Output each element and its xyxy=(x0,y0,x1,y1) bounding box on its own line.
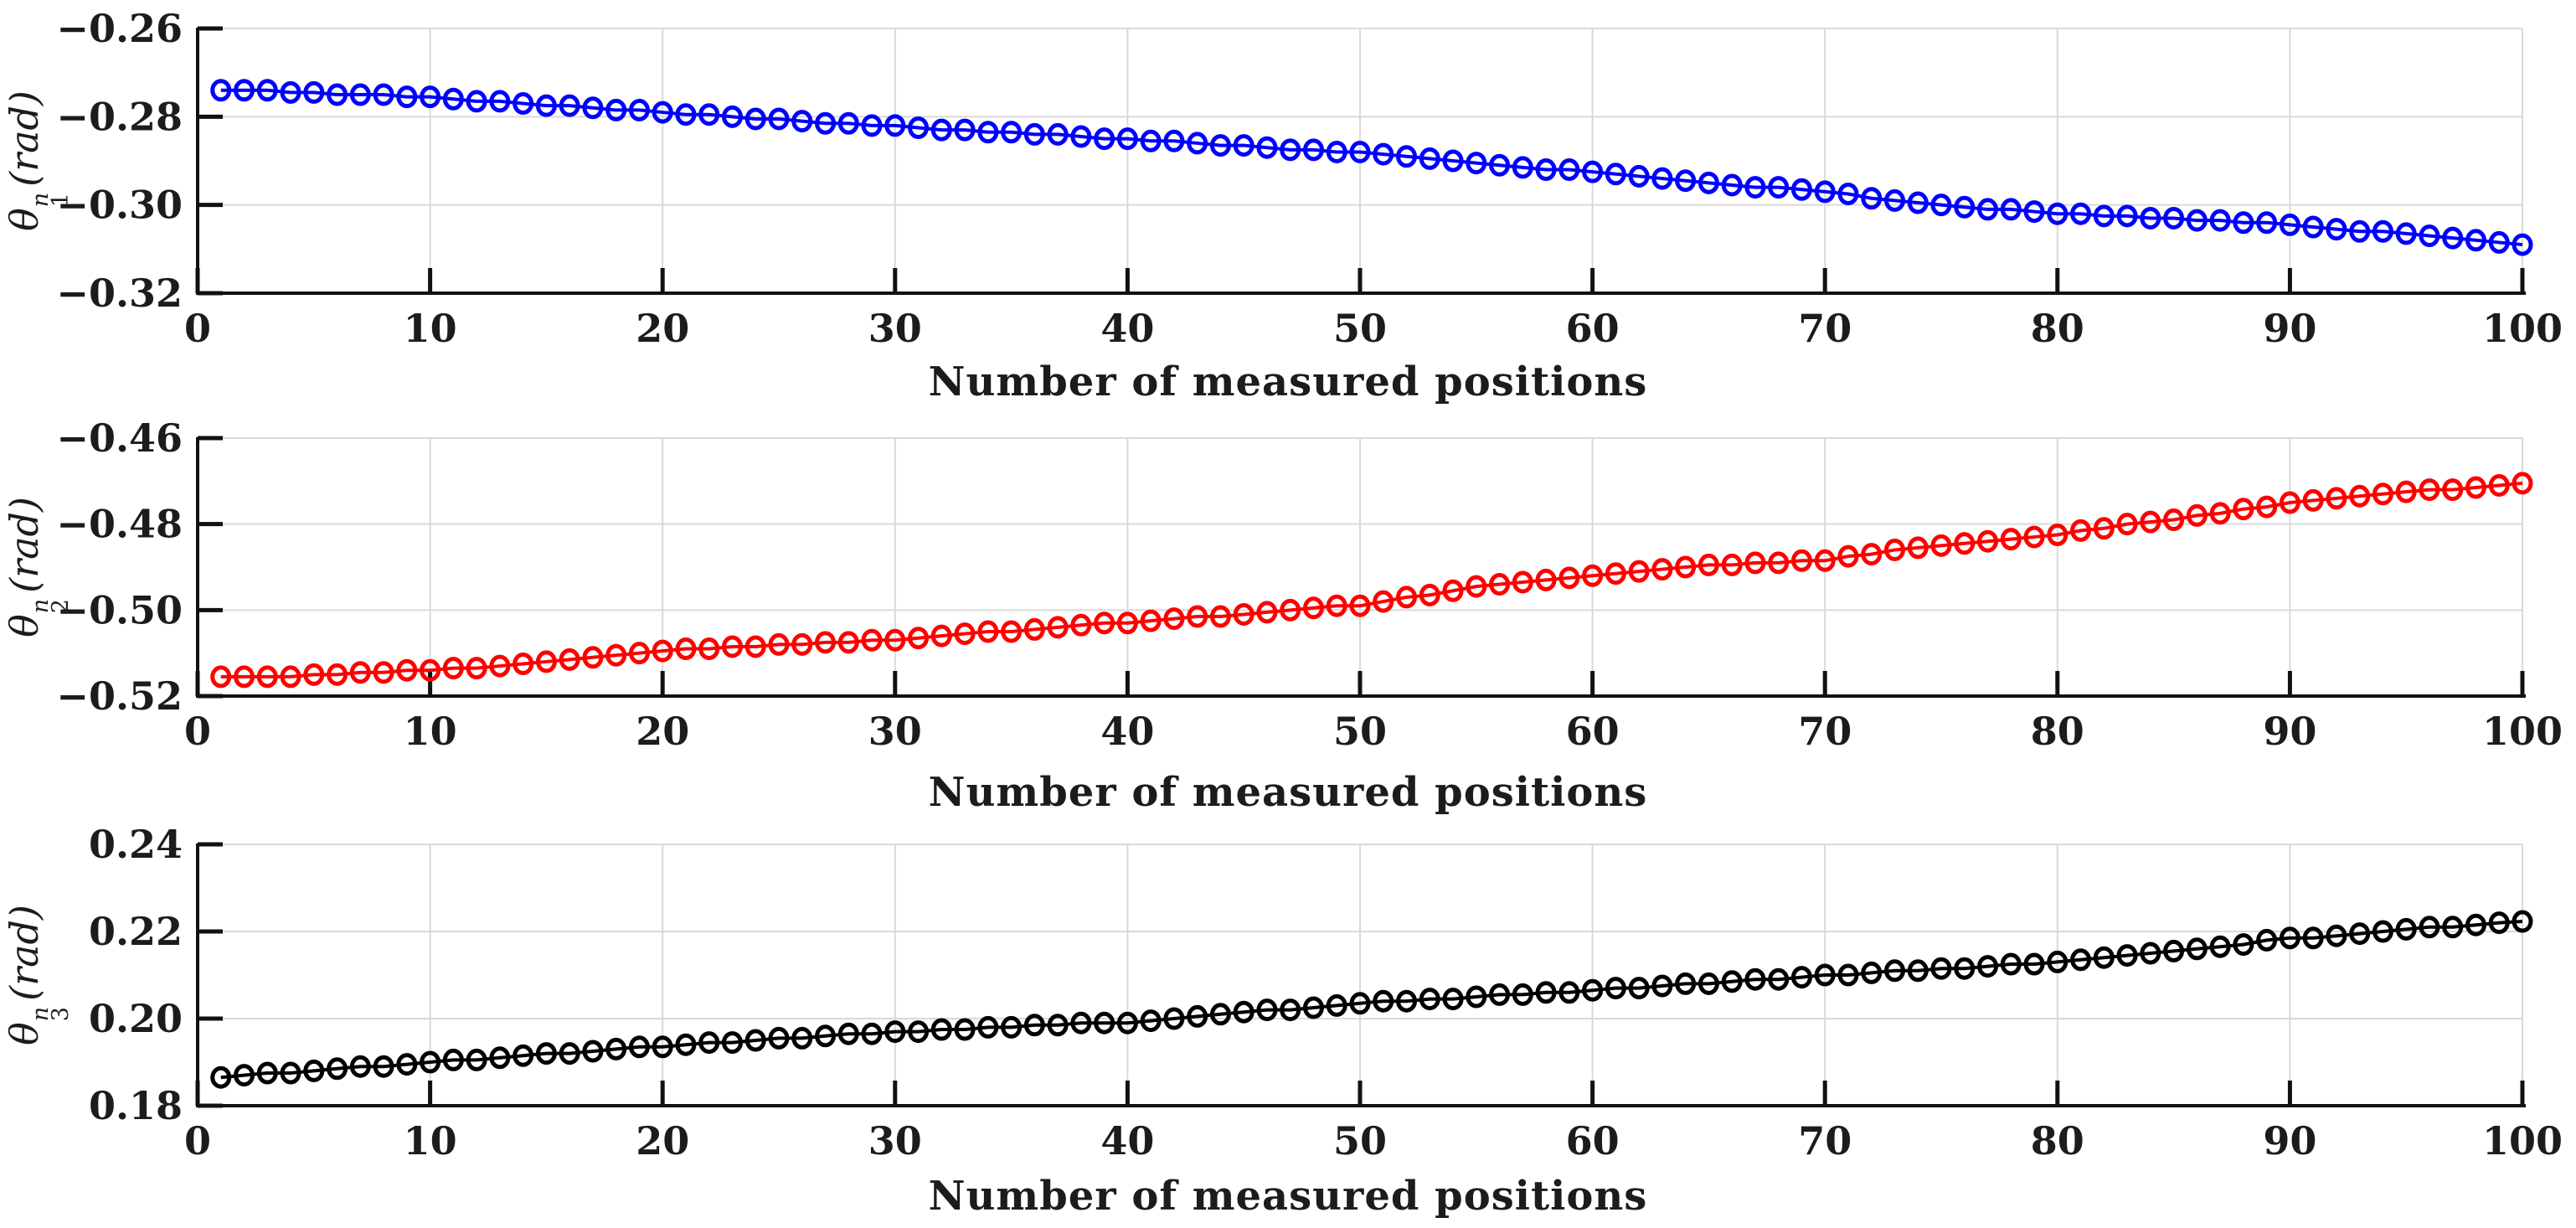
y-axis-label-theta1: θ n 1 (rad) xyxy=(2,90,75,231)
x-tick-label: 50 xyxy=(1333,1118,1387,1164)
x-tick-label: 40 xyxy=(1100,709,1154,754)
x-tick-label: 10 xyxy=(404,709,457,754)
unit-rad: (rad) xyxy=(2,90,48,187)
theta-symbol: θ xyxy=(2,208,48,231)
x-tick-label: 20 xyxy=(636,709,689,754)
x-tick-label: 80 xyxy=(2031,306,2084,351)
series-line xyxy=(220,481,2523,678)
tick-marks xyxy=(195,436,2525,699)
y-tick-label: −0.30 xyxy=(56,183,183,228)
x-tick-label: 90 xyxy=(2263,709,2316,754)
unit-rad: (rad) xyxy=(2,905,48,1001)
chart-svg-0: 0 10 20 30 40 50 60 70 80 90 100 −0.26 −0.28 −0.30 −0.… xyxy=(56,6,2563,351)
tick-labels: 0 10 20 30 40 50 60 70 80 90 100 −0.46 −0.48 −0.50 −0.… xyxy=(56,415,2563,754)
x-tick-label: 80 xyxy=(2031,1118,2084,1164)
series-markers xyxy=(210,79,2533,256)
x-tick-label: 30 xyxy=(868,709,922,754)
gridlines xyxy=(197,437,2523,697)
x-tick-label: 70 xyxy=(1798,709,1852,754)
x-tick-label: 70 xyxy=(1798,306,1852,351)
x-tick-label: 50 xyxy=(1333,306,1387,351)
x-tick-label: 0 xyxy=(184,1118,211,1164)
theta-symbol: θ xyxy=(2,1022,48,1045)
y-tick-label: −0.48 xyxy=(56,502,183,547)
x-axis-label-1: Number of measured positions xyxy=(928,359,1648,405)
y-tick-label: −0.46 xyxy=(56,415,183,461)
y-axis-label-theta2: θ n 2 (rad) xyxy=(2,497,75,637)
series-markers xyxy=(210,472,2533,689)
subplot-theta3: 0 10 20 30 40 50 60 70 80 90 100 0.24 0.22 0.20 0.18 xyxy=(0,819,2576,1228)
x-tick-label: 100 xyxy=(2482,1118,2563,1164)
x-axis-label-3: Number of measured positions xyxy=(928,1173,1648,1220)
y-tick-label: −0.32 xyxy=(56,271,183,316)
y-tick-label: −0.28 xyxy=(56,94,183,139)
subplot-theta2: 0 10 20 30 40 50 60 70 80 90 100 −0.46 −0.48 −0.50 −0.… xyxy=(0,410,2576,819)
x-tick-label: 20 xyxy=(636,306,689,351)
x-tick-label: 20 xyxy=(636,1118,689,1164)
x-axis-label-2: Number of measured positions xyxy=(928,769,1648,816)
x-tick-label: 0 xyxy=(184,709,211,754)
x-tick-label: 90 xyxy=(2263,306,2316,351)
x-tick-label: 90 xyxy=(2263,1118,2316,1164)
tick-marks xyxy=(195,842,2525,1108)
x-tick-label: 50 xyxy=(1333,709,1387,754)
x-tick-label: 30 xyxy=(868,306,922,351)
x-tick-label: 70 xyxy=(1798,1118,1852,1164)
y-tick-label: 0.18 xyxy=(89,1083,183,1128)
y-tick-label: −0.50 xyxy=(56,587,183,632)
x-tick-label: 100 xyxy=(2482,709,2563,754)
x-tick-label: 30 xyxy=(868,1118,922,1164)
tick-marks xyxy=(195,26,2525,296)
subplot-theta1: 0 10 20 30 40 50 60 70 80 90 100 −0.26 −0.28 −0.30 −0.… xyxy=(0,0,2576,410)
x-tick-label: 40 xyxy=(1100,1118,1154,1164)
y-tick-label: −0.52 xyxy=(56,673,183,719)
y-tick-label: 0.22 xyxy=(89,909,183,954)
series-line xyxy=(220,88,2523,247)
y-tick-label: −0.26 xyxy=(56,6,183,51)
x-tick-label: 100 xyxy=(2482,306,2563,351)
unit-rad: (rad) xyxy=(2,497,48,593)
x-tick-label: 80 xyxy=(2031,709,2084,754)
chart-svg-2: 0 10 20 30 40 50 60 70 80 90 100 0.24 0.22 0.20 0.18 xyxy=(89,822,2563,1164)
x-tick-label: 0 xyxy=(184,306,211,351)
tick-labels: 0 10 20 30 40 50 60 70 80 90 100 0.24 0.22 0.20 0.18 xyxy=(89,822,2563,1164)
x-tick-label: 10 xyxy=(404,306,457,351)
theta-symbol: θ xyxy=(2,614,48,637)
y-axis-label-theta3: θ n 3 (rad) xyxy=(2,905,75,1045)
y-tick-label: 0.20 xyxy=(89,996,183,1041)
series-line xyxy=(220,920,2523,1080)
x-tick-label: 40 xyxy=(1100,306,1154,351)
x-tick-label: 60 xyxy=(1566,709,1620,754)
gridlines xyxy=(197,844,2523,1107)
series-markers xyxy=(210,910,2533,1089)
tick-labels: 0 10 20 30 40 50 60 70 80 90 100 −0.26 −0.28 −0.30 −0.… xyxy=(56,6,2563,351)
x-tick-label: 60 xyxy=(1566,1118,1620,1164)
y-tick-label: 0.24 xyxy=(89,822,183,867)
x-tick-label: 60 xyxy=(1566,306,1620,351)
x-tick-label: 10 xyxy=(404,1118,457,1164)
chart-svg-1: 0 10 20 30 40 50 60 70 80 90 100 −0.46 −0.48 −0.50 −0.… xyxy=(56,415,2563,754)
